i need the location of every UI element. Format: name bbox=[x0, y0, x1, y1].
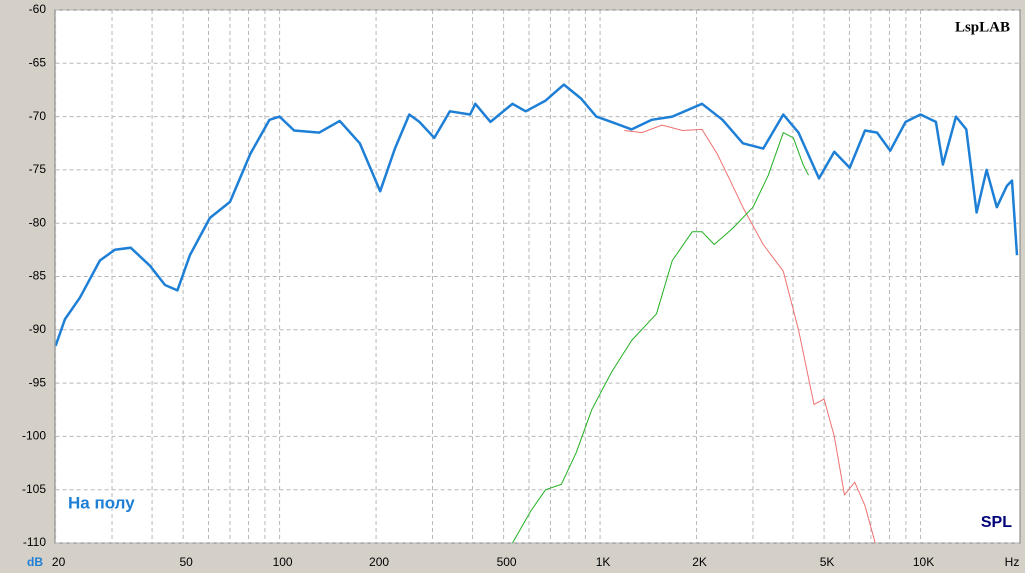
lines bbox=[55, 83, 1019, 543]
y-tick-label: -90 bbox=[29, 322, 47, 336]
annotation: На полу bbox=[68, 493, 135, 512]
y-tick-label: -70 bbox=[29, 109, 47, 123]
y-tick-label: -80 bbox=[29, 215, 47, 229]
x-tick-label: 200 bbox=[369, 555, 389, 569]
y-axis-label: dB bbox=[27, 555, 43, 569]
y-tick-label: -105 bbox=[22, 482, 46, 496]
x-tick-label: 100 bbox=[273, 555, 293, 569]
y-tick-label: -110 bbox=[23, 535, 46, 549]
x-tick-label: 5K bbox=[820, 555, 835, 569]
x-tick-label: 50 bbox=[179, 555, 193, 569]
annotation: SPL bbox=[981, 514, 1012, 531]
series-line bbox=[624, 124, 876, 543]
x-tick-label: 20 bbox=[52, 555, 66, 569]
y-tick-label: -85 bbox=[29, 269, 47, 283]
y-tick-label: -65 bbox=[29, 55, 47, 69]
plot-area bbox=[54, 9, 1021, 544]
x-tick-label: 10K bbox=[913, 555, 934, 569]
x-tick-label: 1K bbox=[596, 555, 611, 569]
series-line bbox=[55, 83, 1019, 347]
series-line bbox=[512, 132, 809, 543]
x-tick-label: 2K bbox=[692, 555, 707, 569]
y-tick-label: -75 bbox=[29, 162, 47, 176]
y-tick-label: -100 bbox=[22, 429, 46, 443]
y-tick-label: -60 bbox=[29, 2, 47, 16]
x-axis-label: Hz bbox=[1005, 555, 1020, 569]
x-tick-label: 500 bbox=[497, 555, 517, 569]
y-tick-label: -95 bbox=[29, 375, 47, 389]
watermark: LspLAB bbox=[955, 19, 1010, 35]
